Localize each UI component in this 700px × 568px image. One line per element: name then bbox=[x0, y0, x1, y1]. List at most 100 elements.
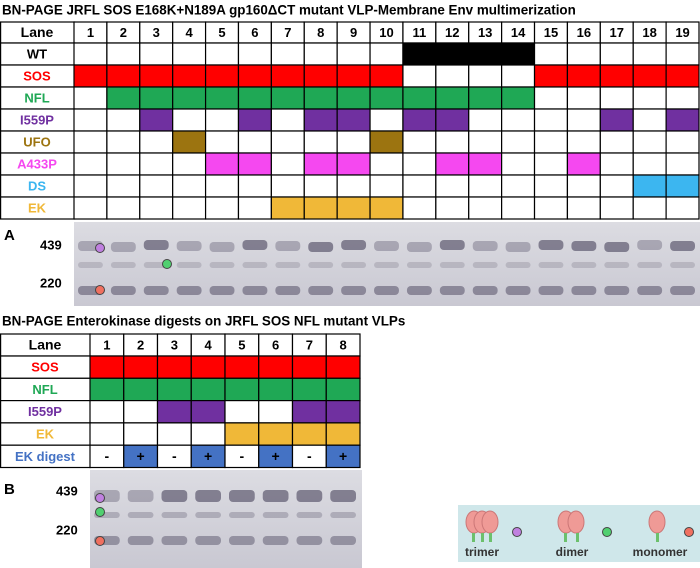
cell bbox=[336, 174, 371, 198]
row-label: SOS bbox=[23, 68, 51, 83]
cell bbox=[632, 42, 667, 66]
cell bbox=[237, 108, 272, 132]
cell bbox=[204, 42, 240, 66]
panel-b-title: BN-PAGE Enterokinase digests on JRFL SOS… bbox=[2, 314, 405, 329]
cell bbox=[172, 108, 207, 132]
cell bbox=[468, 42, 503, 66]
size-marker: 220 bbox=[56, 522, 78, 537]
cell bbox=[599, 152, 634, 176]
gel-band bbox=[229, 490, 255, 502]
gel-band bbox=[229, 512, 255, 518]
cell bbox=[468, 130, 503, 154]
cell bbox=[139, 64, 174, 88]
cell bbox=[303, 152, 338, 176]
row-label: NFL bbox=[32, 382, 57, 397]
cell bbox=[172, 86, 207, 110]
row-label: EK bbox=[28, 200, 47, 215]
cell bbox=[632, 174, 667, 198]
row-label: A433P bbox=[17, 156, 57, 171]
lane-number: 6 bbox=[272, 337, 279, 352]
cell bbox=[665, 108, 700, 132]
cell bbox=[533, 196, 569, 220]
cell bbox=[139, 42, 174, 66]
cell bbox=[303, 64, 338, 88]
gel-band bbox=[330, 490, 356, 502]
cell bbox=[224, 400, 260, 424]
dimer-dot bbox=[602, 527, 612, 537]
lane-number: 1 bbox=[87, 25, 94, 40]
digest-symbol: - bbox=[172, 448, 177, 464]
cell bbox=[599, 174, 634, 198]
cell bbox=[468, 108, 503, 132]
dimer-dot bbox=[95, 507, 105, 517]
gel-band bbox=[209, 242, 235, 252]
cell bbox=[435, 130, 470, 154]
gel-band bbox=[229, 536, 255, 545]
gel-band bbox=[195, 536, 221, 545]
lane-number: 15 bbox=[544, 25, 558, 40]
cell bbox=[435, 152, 470, 176]
cell bbox=[599, 64, 634, 88]
gel-band bbox=[296, 536, 323, 545]
row-label: EK digest bbox=[15, 449, 76, 464]
gel-band bbox=[670, 286, 695, 295]
cell bbox=[665, 42, 700, 66]
cell bbox=[123, 377, 159, 402]
gel-band bbox=[110, 242, 136, 252]
gel-band bbox=[538, 240, 564, 250]
gel-band bbox=[670, 262, 695, 268]
gel-band bbox=[439, 262, 465, 268]
cell bbox=[73, 108, 108, 132]
gel-band bbox=[505, 262, 531, 268]
gel-band bbox=[161, 512, 188, 518]
digest-symbol: - bbox=[105, 448, 110, 464]
panel-letter: A bbox=[4, 227, 15, 244]
gel-band bbox=[242, 262, 268, 268]
cell bbox=[435, 196, 470, 220]
gel-band bbox=[127, 490, 154, 502]
cell bbox=[258, 355, 294, 379]
gel-band bbox=[110, 286, 136, 295]
cell bbox=[270, 108, 305, 132]
lane-number: 7 bbox=[306, 337, 313, 352]
cell bbox=[237, 152, 272, 176]
cell bbox=[156, 422, 192, 446]
cell bbox=[566, 196, 601, 220]
lane-number: 19 bbox=[675, 25, 689, 40]
digest-symbol: - bbox=[240, 448, 245, 464]
cell bbox=[303, 130, 338, 154]
cell bbox=[501, 86, 536, 110]
cell bbox=[402, 108, 437, 132]
gel-band bbox=[538, 286, 564, 295]
cell bbox=[501, 196, 536, 220]
cell bbox=[204, 152, 240, 176]
cell bbox=[89, 422, 125, 446]
cell bbox=[139, 174, 174, 198]
lane-header: Lane bbox=[21, 24, 54, 40]
cell bbox=[106, 108, 141, 132]
cell bbox=[204, 196, 240, 220]
row-label: UFO bbox=[23, 134, 50, 149]
cell bbox=[139, 152, 174, 176]
gel-band bbox=[209, 262, 235, 268]
gel-band bbox=[262, 490, 289, 502]
cell bbox=[303, 108, 338, 132]
gel-band bbox=[308, 286, 334, 295]
gel-band bbox=[78, 262, 103, 268]
gel-band bbox=[472, 241, 498, 251]
gel-band bbox=[242, 240, 268, 250]
cell bbox=[566, 130, 601, 154]
cell bbox=[369, 130, 404, 154]
cell bbox=[336, 196, 371, 220]
dimer-icon bbox=[557, 510, 585, 542]
legend-label: dimer bbox=[556, 545, 589, 559]
lane-number: 17 bbox=[610, 25, 624, 40]
cell bbox=[123, 355, 159, 379]
gel-band bbox=[242, 286, 268, 295]
gel-band bbox=[505, 286, 531, 295]
cell bbox=[224, 355, 260, 379]
gel-band bbox=[275, 262, 301, 268]
cell bbox=[665, 130, 700, 154]
gel-band bbox=[262, 536, 289, 545]
content: BN-PAGE JRFL SOS E168K+N189A gp160ΔCT mu… bbox=[0, 3, 700, 559]
